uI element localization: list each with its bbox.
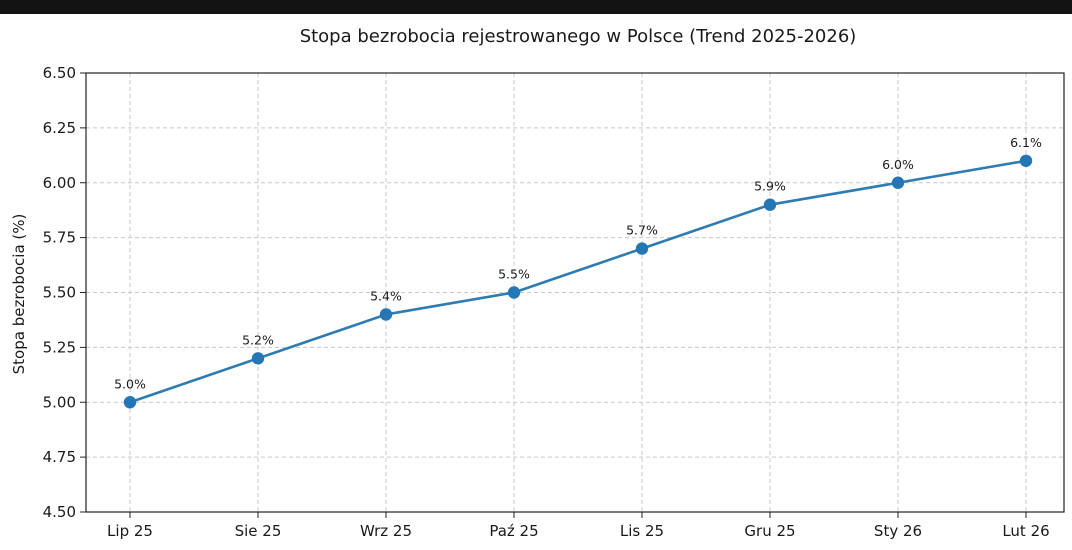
data-label: 5.4% [370, 288, 402, 303]
y-tick-label: 5.00 [43, 393, 76, 411]
data-point [635, 242, 649, 255]
data-label: 5.9% [754, 179, 786, 194]
series-line [129, 159, 1027, 404]
y-tick-label: 5.75 [43, 229, 76, 247]
data-label: 5.5% [498, 267, 530, 282]
data-label: 6.1% [1010, 135, 1042, 150]
data-point [763, 198, 777, 211]
x-tick-label: Gru 25 [744, 522, 795, 540]
data-point [251, 352, 265, 365]
x-tick-label: Paź 25 [489, 522, 538, 540]
axes: 4.50 4.75 5.00 5.25 5.50 5.75 6.00 6.25 6.50 Lip … [43, 64, 1065, 540]
x-tick-label: Sty 26 [874, 522, 922, 540]
y-tick-label: 4.50 [43, 503, 76, 521]
x-tick-label: Lip 25 [107, 522, 153, 540]
y-tick-label: 5.50 [43, 284, 76, 302]
x-tick-label: Wrz 25 [360, 522, 412, 540]
plot-frame [85, 72, 1065, 513]
data-label: 5.0% [114, 376, 146, 391]
y-axis-label: Stopa bezrobocia (%) [10, 214, 28, 375]
y-tick-label: 6.00 [43, 174, 76, 192]
x-tick-label: Lut 26 [1002, 522, 1049, 540]
y-tick-label: 5.25 [43, 338, 76, 356]
y-tick-label: 6.25 [43, 119, 76, 137]
data-point [1019, 154, 1033, 167]
x-tick-label: Lis 25 [620, 522, 664, 540]
y-tick-label: 4.75 [43, 448, 76, 466]
data-label: 5.2% [242, 332, 274, 347]
data-labels: 5.0% 5.2% 5.4% 5.5% 5.7% 5.9% 6.0% 6.1% [114, 135, 1042, 391]
top-bar [0, 0, 1072, 14]
data-label: 5.7% [626, 223, 658, 238]
data-point [123, 396, 137, 409]
data-point [891, 176, 905, 189]
data-point [379, 308, 393, 321]
x-tick-label: Sie 25 [235, 522, 282, 540]
data-label: 6.0% [882, 157, 914, 172]
y-tick-label: 6.50 [43, 64, 76, 82]
grid [86, 72, 1064, 513]
chart-title: Stopa bezrobocia rejestrowanego w Polsce… [300, 26, 857, 47]
data-point [507, 286, 521, 299]
series-unemployment [123, 154, 1033, 409]
